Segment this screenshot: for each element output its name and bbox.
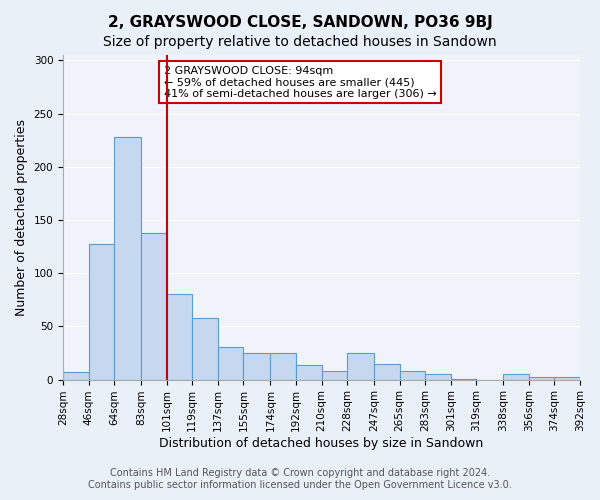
- Bar: [271, 353, 296, 380]
- Bar: [529, 378, 554, 380]
- Bar: [141, 232, 167, 380]
- X-axis label: Distribution of detached houses by size in Sandown: Distribution of detached houses by size …: [160, 437, 484, 450]
- Bar: [503, 374, 529, 380]
- Bar: [167, 294, 192, 380]
- Bar: [192, 318, 218, 380]
- Bar: [218, 346, 244, 380]
- Bar: [347, 353, 374, 380]
- Text: 2 GRAYSWOOD CLOSE: 94sqm
← 59% of detached houses are smaller (445)
41% of semi-: 2 GRAYSWOOD CLOSE: 94sqm ← 59% of detach…: [164, 66, 437, 99]
- Y-axis label: Number of detached properties: Number of detached properties: [15, 119, 28, 316]
- Bar: [400, 371, 425, 380]
- Bar: [244, 353, 271, 380]
- Bar: [374, 364, 400, 380]
- Text: Contains HM Land Registry data © Crown copyright and database right 2024.
Contai: Contains HM Land Registry data © Crown c…: [88, 468, 512, 490]
- Text: Size of property relative to detached houses in Sandown: Size of property relative to detached ho…: [103, 35, 497, 49]
- Bar: [322, 371, 347, 380]
- Bar: [296, 364, 322, 380]
- Bar: [554, 378, 580, 380]
- Bar: [89, 244, 114, 380]
- Bar: [63, 372, 89, 380]
- Bar: [451, 378, 476, 380]
- Bar: [114, 137, 141, 380]
- Bar: [425, 374, 451, 380]
- Text: 2, GRAYSWOOD CLOSE, SANDOWN, PO36 9BJ: 2, GRAYSWOOD CLOSE, SANDOWN, PO36 9BJ: [107, 15, 493, 30]
